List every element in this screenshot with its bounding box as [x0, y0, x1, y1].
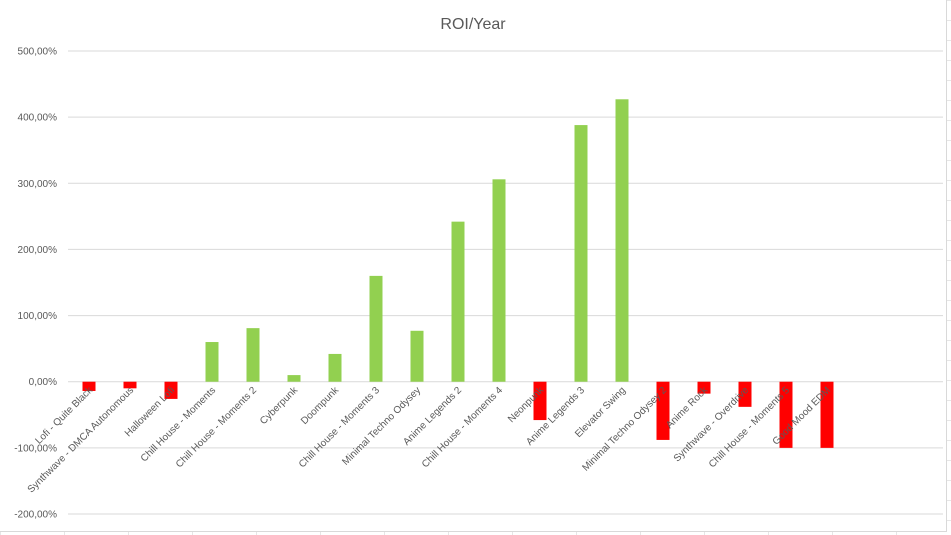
chart-title: ROI/Year — [440, 16, 506, 33]
bar[interactable] — [205, 342, 219, 382]
x-category-label: Synthwave - Overdrive — [672, 385, 752, 465]
y-tick-label: 500,00% — [18, 47, 58, 58]
x-category-label: Chill House - Moments — [139, 385, 218, 464]
x-category-label: Doompunk — [299, 384, 342, 427]
bar[interactable] — [82, 381, 96, 391]
bar[interactable] — [820, 381, 834, 448]
bar[interactable] — [328, 353, 342, 382]
y-tick-label: 100,00% — [18, 311, 58, 322]
bar[interactable] — [369, 275, 383, 382]
y-tick-label: 400,00% — [18, 113, 58, 124]
y-tick-label: -100,00% — [14, 443, 57, 454]
y-tick-label: 300,00% — [18, 179, 58, 190]
bar[interactable] — [615, 99, 629, 382]
bar[interactable] — [656, 381, 670, 440]
bar[interactable] — [410, 330, 424, 382]
y-tick-label: 200,00% — [18, 245, 58, 256]
bar[interactable] — [164, 381, 178, 399]
bar[interactable] — [574, 125, 588, 382]
bar[interactable] — [779, 381, 793, 448]
bar[interactable] — [123, 381, 137, 389]
x-category-label: Chill House - Moments 3 — [297, 385, 383, 471]
x-category-label: Chill House - Moments 4 — [420, 385, 506, 471]
bar[interactable] — [697, 381, 711, 394]
bar[interactable] — [451, 221, 465, 382]
bar[interactable] — [738, 381, 752, 407]
bar[interactable] — [287, 375, 301, 382]
y-tick-label: -200,00% — [14, 510, 57, 521]
bar[interactable] — [533, 381, 547, 421]
x-category-label: Minimal Techno Odysey 2 — [581, 385, 670, 474]
x-category-label: Cyberpunk — [258, 384, 301, 427]
x-category-label: Minimal Techno Odysey — [340, 385, 423, 468]
x-category-label: Chill House - Moments 2 — [174, 385, 260, 471]
bar[interactable] — [492, 179, 506, 382]
bar[interactable] — [246, 328, 260, 382]
y-tick-label: 0,00% — [29, 377, 57, 388]
